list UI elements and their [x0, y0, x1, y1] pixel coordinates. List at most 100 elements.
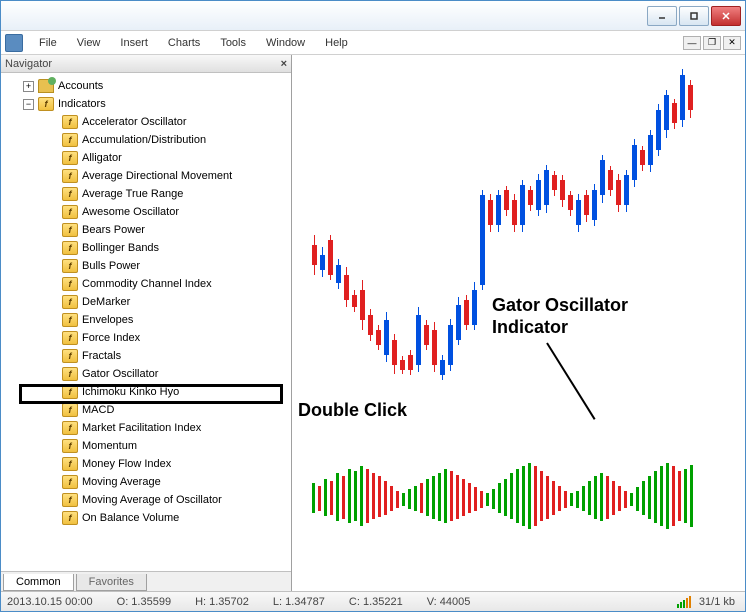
- navigator-tabs: Common Favorites: [1, 571, 291, 591]
- indicator-icon: f: [62, 403, 78, 417]
- indicator-icon: f: [62, 331, 78, 345]
- indicator-label: Envelopes: [82, 314, 133, 326]
- menu-charts[interactable]: Charts: [160, 35, 208, 51]
- gator-label-annotation: Gator OscillatorIndicator: [492, 295, 628, 338]
- indicators-node[interactable]: Indicators: [58, 98, 106, 110]
- tab-common[interactable]: Common: [3, 574, 74, 591]
- status-low: L: 1.34787: [273, 596, 325, 608]
- indicator-icon: f: [62, 187, 78, 201]
- indicator-item[interactable]: fMomentum: [5, 437, 291, 455]
- indicator-label: Money Flow Index: [82, 458, 171, 470]
- indicator-icon: f: [62, 421, 78, 435]
- menu-insert[interactable]: Insert: [112, 35, 156, 51]
- indicator-label: Fractals: [82, 350, 121, 362]
- menu-help[interactable]: Help: [317, 35, 356, 51]
- indicator-item[interactable]: fMoving Average of Oscillator: [5, 491, 291, 509]
- indicator-icon: f: [62, 493, 78, 507]
- status-high: H: 1.35702: [195, 596, 249, 608]
- indicator-item[interactable]: fMACD: [5, 401, 291, 419]
- indicator-label: Alligator: [82, 152, 122, 164]
- indicator-item[interactable]: f Average Directional Movement: [5, 167, 291, 185]
- indicator-label: On Balance Volume: [82, 512, 179, 524]
- indicator-label: Accelerator Oscillator: [82, 116, 187, 128]
- indicator-label: Bulls Power: [82, 260, 140, 272]
- indicator-item[interactable]: f Accelerator Oscillator: [5, 113, 291, 131]
- status-open: O: 1.35599: [117, 596, 171, 608]
- indicator-icon: f: [62, 457, 78, 471]
- indicator-label: Moving Average: [82, 476, 161, 488]
- indicator-label: Average Directional Movement: [82, 170, 232, 182]
- indicator-item[interactable]: f Moving Average: [5, 473, 291, 491]
- menu-file[interactable]: File: [31, 35, 65, 51]
- indicator-icon: f: [62, 115, 78, 129]
- accounts-node[interactable]: Accounts: [58, 80, 103, 92]
- indicator-item[interactable]: f Awesome Oscillator: [5, 203, 291, 221]
- menu-bar: File View Insert Charts Tools Window Hel…: [1, 31, 745, 55]
- navigator-tree[interactable]: + Accounts − f Indicators f Accelerator O…: [1, 73, 291, 571]
- close-button[interactable]: [711, 6, 741, 26]
- expand-icon[interactable]: +: [23, 81, 34, 92]
- status-connection: 31/1 kb: [699, 596, 735, 608]
- indicator-icon: f: [62, 385, 78, 399]
- gator-indicator-chart: [312, 441, 735, 561]
- status-volume: V: 44005: [427, 596, 471, 608]
- menu-window[interactable]: Window: [258, 35, 313, 51]
- indicator-icon: f: [62, 169, 78, 183]
- indicator-icon: f: [62, 151, 78, 165]
- indicator-label: Gator Oscillator: [82, 368, 158, 380]
- minimize-button[interactable]: [647, 6, 677, 26]
- title-bar: [1, 1, 745, 31]
- indicator-item[interactable]: f Money Flow Index: [5, 455, 291, 473]
- indicator-item[interactable]: f Force Index: [5, 329, 291, 347]
- indicator-item[interactable]: f Alligator: [5, 149, 291, 167]
- indicator-icon: f: [62, 133, 78, 147]
- indicator-label: Accumulation/Distribution: [82, 134, 206, 146]
- navigator-panel: Navigator × + Accounts − f Indicators fA…: [1, 55, 292, 591]
- indicator-label: Force Index: [82, 332, 140, 344]
- indicator-label: Average True Range: [82, 188, 183, 200]
- indicator-item[interactable]: f Bollinger Bands: [5, 239, 291, 257]
- indicator-item[interactable]: f Bulls Power: [5, 257, 291, 275]
- indicator-item[interactable]: fIchimoku Kinko Hyo: [5, 383, 291, 401]
- indicator-icon: f: [62, 259, 78, 273]
- navigator-title: Navigator: [5, 58, 52, 70]
- indicator-label: DeMarker: [82, 296, 130, 308]
- indicator-item[interactable]: f Commodity Channel Index: [5, 275, 291, 293]
- collapse-icon[interactable]: −: [23, 99, 34, 110]
- indicator-label: Awesome Oscillator: [82, 206, 179, 218]
- indicator-icon: f: [62, 205, 78, 219]
- indicator-item[interactable]: f On Balance Volume: [5, 509, 291, 527]
- child-restore-button[interactable]: ❐: [703, 36, 721, 50]
- child-minimize-button[interactable]: —: [683, 36, 701, 50]
- indicator-icon: f: [62, 241, 78, 255]
- tab-favorites[interactable]: Favorites: [76, 574, 147, 591]
- chart-area[interactable]: Double Click Gator OscillatorIndicator: [292, 55, 745, 591]
- indicator-item[interactable]: f Average True Range: [5, 185, 291, 203]
- indicator-label: Commodity Channel Index: [82, 278, 212, 290]
- indicator-item[interactable]: fDeMarker: [5, 293, 291, 311]
- app-icon: [5, 34, 23, 52]
- indicator-icon: f: [62, 277, 78, 291]
- indicator-icon: f: [62, 349, 78, 363]
- candlestick-chart: [312, 65, 735, 415]
- maximize-button[interactable]: [679, 6, 709, 26]
- indicator-item[interactable]: f Market Facilitation Index: [5, 419, 291, 437]
- menu-tools[interactable]: Tools: [212, 35, 254, 51]
- indicator-item[interactable]: fGator Oscillator: [5, 365, 291, 383]
- accounts-folder-icon: [38, 79, 54, 93]
- connection-icon: [677, 596, 691, 608]
- indicator-item[interactable]: fEnvelopes: [5, 311, 291, 329]
- navigator-close-icon[interactable]: ×: [281, 58, 287, 70]
- indicator-icon: f: [62, 475, 78, 489]
- child-close-button[interactable]: ✕: [723, 36, 741, 50]
- status-bar: 2013.10.15 00:00 O: 1.35599 H: 1.35702 L…: [1, 591, 745, 611]
- indicator-label: Market Facilitation Index: [82, 422, 201, 434]
- indicator-label: Bears Power: [82, 224, 145, 236]
- indicator-item[interactable]: fBears Power: [5, 221, 291, 239]
- indicator-label: Bollinger Bands: [82, 242, 159, 254]
- indicator-icon: f: [62, 511, 78, 525]
- double-click-annotation: Double Click: [298, 400, 407, 421]
- indicator-item[interactable]: f Accumulation/Distribution: [5, 131, 291, 149]
- menu-view[interactable]: View: [69, 35, 109, 51]
- indicator-item[interactable]: f Fractals: [5, 347, 291, 365]
